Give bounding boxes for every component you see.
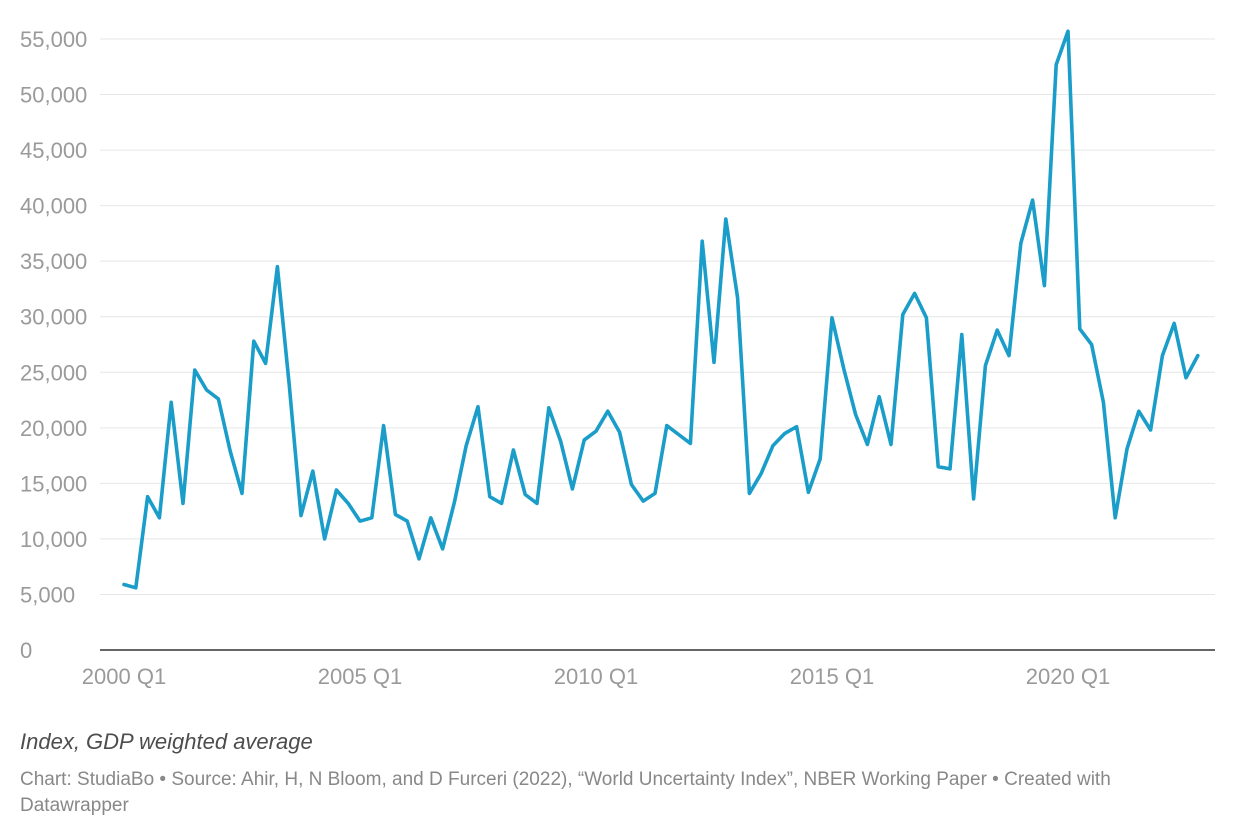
y-axis-tick-labels: 0 5,000 10,000 15,000 20,000 25,000 30,000 35,0… xyxy=(20,27,87,663)
series-layer xyxy=(122,29,1200,590)
x-tick-label: 2000 Q1 xyxy=(82,664,166,689)
chart-footer: Chart: StudiaBo • Source: Ahir, H, N Blo… xyxy=(20,769,1111,816)
x-tick-label: 2005 Q1 xyxy=(318,664,402,689)
y-tick-label: 30,000 xyxy=(20,305,87,330)
y-tick-label: 40,000 xyxy=(20,194,87,219)
y-tick-label: 55,000 xyxy=(20,27,87,52)
x-tick-label: 2010 Q1 xyxy=(554,664,638,689)
y-tick-label: 45,000 xyxy=(20,138,87,163)
x-tick-label: 2020 Q1 xyxy=(1026,664,1110,689)
series-line xyxy=(122,29,1200,590)
y-tick-label: 35,000 xyxy=(20,249,87,274)
x-axis-tick-labels: 2000 Q1 2005 Q1 2010 Q1 2015 Q1 2020 Q1 xyxy=(82,664,1110,689)
y-tick-label: 25,000 xyxy=(20,360,87,385)
gridlines xyxy=(100,38,1215,595)
x-tick-label: 2015 Q1 xyxy=(790,664,874,689)
y-tick-label: 20,000 xyxy=(20,416,87,441)
line-chart: 0 5,000 10,000 15,000 20,000 25,000 30,000 35,0… xyxy=(20,27,1215,689)
y-tick-label: 5,000 xyxy=(20,582,75,607)
y-tick-label: 10,000 xyxy=(20,527,87,552)
chart-notes: Index, GDP weighted average xyxy=(20,729,313,754)
y-tick-label: 50,000 xyxy=(20,83,87,108)
y-tick-label: 15,000 xyxy=(20,471,87,496)
y-tick-label: 0 xyxy=(20,638,32,663)
